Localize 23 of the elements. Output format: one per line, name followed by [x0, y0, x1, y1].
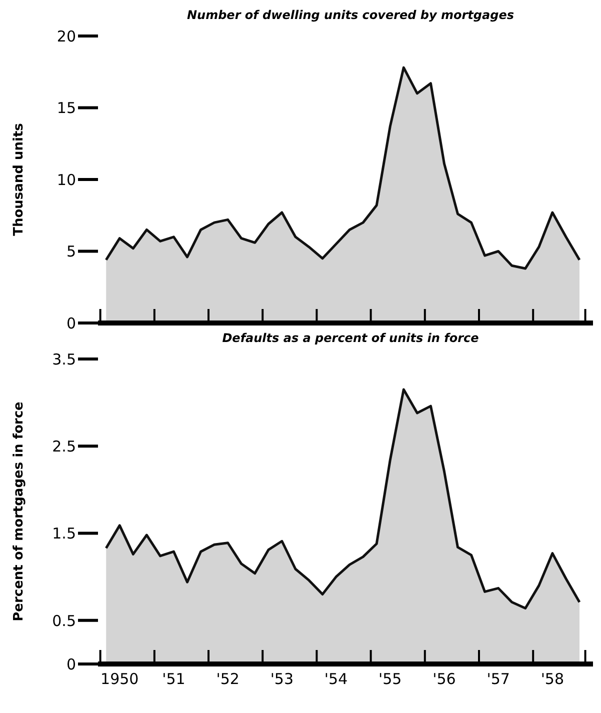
- y-tick-label: 10: [56, 170, 76, 189]
- chart-title: Number of dwelling units covered by mortgages: [186, 8, 515, 24]
- y-tick-label: 1.5: [52, 524, 76, 543]
- x-tick-label: '57: [486, 670, 510, 688]
- y-tick-label: 3.5: [52, 350, 76, 368]
- x-tick-label: '51: [162, 670, 186, 688]
- y-tick-label: 15: [56, 99, 76, 118]
- y-tick-label: 0: [66, 314, 76, 332]
- x-tick-label: '54: [324, 670, 348, 688]
- x-tick-label: '56: [432, 670, 456, 688]
- chart-title: Defaults as a percent of units in force: [221, 331, 480, 347]
- x-tick-label: '52: [216, 670, 240, 688]
- x-tick-label: '58: [540, 670, 564, 688]
- y-axis-title: Thousand units: [12, 122, 27, 236]
- y-tick-label: 5: [66, 242, 76, 261]
- x-tick-label: 1950: [100, 670, 139, 688]
- x-tick-label: '53: [270, 670, 294, 688]
- x-tick-label: '55: [378, 670, 402, 688]
- y-tick-label: 0: [66, 655, 76, 674]
- y-tick-label: 0.5: [52, 612, 76, 630]
- y-tick-label: 20: [56, 27, 76, 46]
- y-axis-title: Percent of mortgages in force: [12, 401, 27, 622]
- y-tick-label: 2.5: [52, 437, 76, 456]
